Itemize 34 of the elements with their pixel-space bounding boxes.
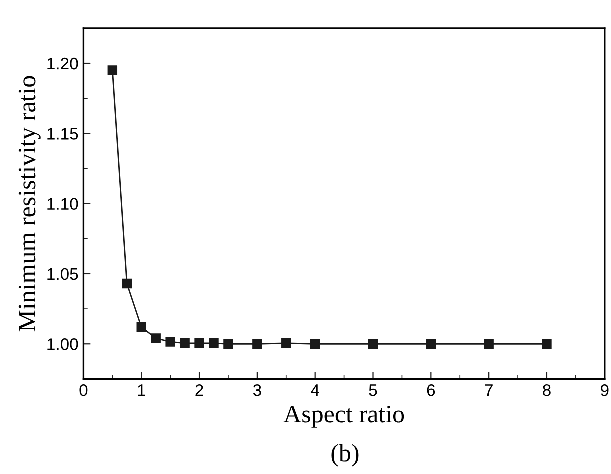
x-tick-label: 0 [80,384,88,396]
point [122,278,132,289]
point [252,339,262,349]
point [194,338,204,348]
y-tick-label: 1.10 [48,198,78,210]
point [368,339,378,349]
y-tick-label: 1.05 [48,268,78,280]
point [484,339,494,349]
point [310,339,320,349]
y-tick-label: 1.00 [48,338,78,350]
x-tick-label: 2 [196,384,204,396]
x-tick-label: 5 [369,384,378,396]
x-axis-title: Aspect ratio [284,406,404,428]
point [542,339,552,349]
point [426,339,436,349]
x-tick-label: 4 [311,384,320,396]
x-tick-label: 6 [427,384,436,396]
x-tick-label: 1 [138,384,146,396]
point [166,337,176,347]
point [151,334,161,344]
x-tick-label: 3 [253,384,262,396]
y-axis-title: Minimum resistivity ratio [18,76,41,332]
point [136,322,146,332]
y-tick-label: 1.15 [48,128,78,140]
point [180,338,190,348]
point [224,339,234,349]
x-tick-label: 9 [601,384,609,396]
point [282,338,292,348]
text: (b) [332,444,359,467]
point [209,338,219,348]
x-tick-label: 8 [543,384,551,396]
x-tick-label: 7 [485,384,493,396]
point [108,66,118,76]
y-tick-label: 1.20 [48,58,78,70]
